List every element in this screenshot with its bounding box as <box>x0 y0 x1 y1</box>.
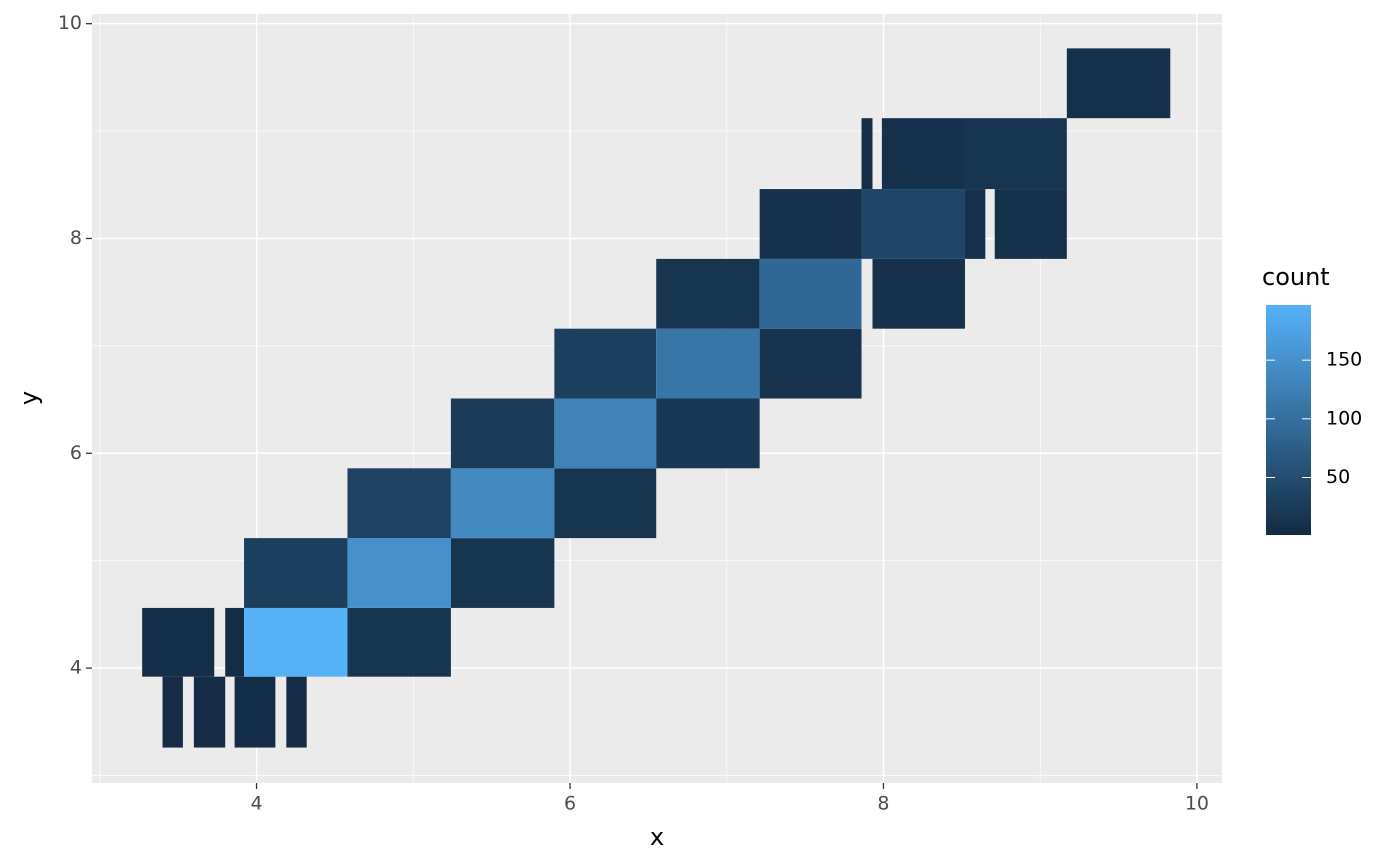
tile <box>656 258 760 329</box>
tile <box>554 328 657 399</box>
x-tick-label: 8 <box>877 793 889 815</box>
legend-title: count <box>1262 263 1330 291</box>
tile <box>964 189 986 259</box>
tile <box>964 118 1067 190</box>
tile <box>450 398 555 469</box>
y-tick-label: 10 <box>58 12 82 34</box>
tile <box>347 468 451 539</box>
tile <box>225 607 245 677</box>
tile <box>162 676 183 748</box>
tile <box>244 538 348 608</box>
y-tick-label: 8 <box>70 227 82 249</box>
colorbar-label: 150 <box>1326 349 1362 371</box>
tile <box>994 189 1067 259</box>
tile <box>286 676 307 748</box>
tile <box>656 328 760 399</box>
x-tick-label: 4 <box>251 793 263 815</box>
colorbar <box>1266 305 1311 535</box>
tile <box>347 607 451 677</box>
tile <box>861 189 965 259</box>
tile <box>759 189 862 259</box>
x-axis-title: x <box>650 823 664 851</box>
tile <box>872 258 965 329</box>
tile <box>1066 48 1171 119</box>
tile <box>450 538 555 608</box>
y-tick-label: 4 <box>70 657 82 679</box>
tile <box>142 607 215 677</box>
tile <box>450 468 555 539</box>
tile <box>193 676 226 748</box>
x-tick-label: 6 <box>564 793 576 815</box>
tile <box>554 468 657 539</box>
y-axis-title: y <box>15 391 43 405</box>
tile <box>881 118 965 190</box>
tile <box>759 258 862 329</box>
tile <box>759 328 862 399</box>
colorbar-label: 50 <box>1326 466 1350 488</box>
tile <box>347 538 451 608</box>
tile <box>861 118 873 190</box>
tile <box>554 398 657 469</box>
tile <box>234 676 276 748</box>
x-tick-label: 10 <box>1185 793 1209 815</box>
colorbar-label: 100 <box>1326 407 1362 429</box>
tile <box>244 607 348 677</box>
y-tick-label: 6 <box>70 442 82 464</box>
tile <box>656 398 760 469</box>
